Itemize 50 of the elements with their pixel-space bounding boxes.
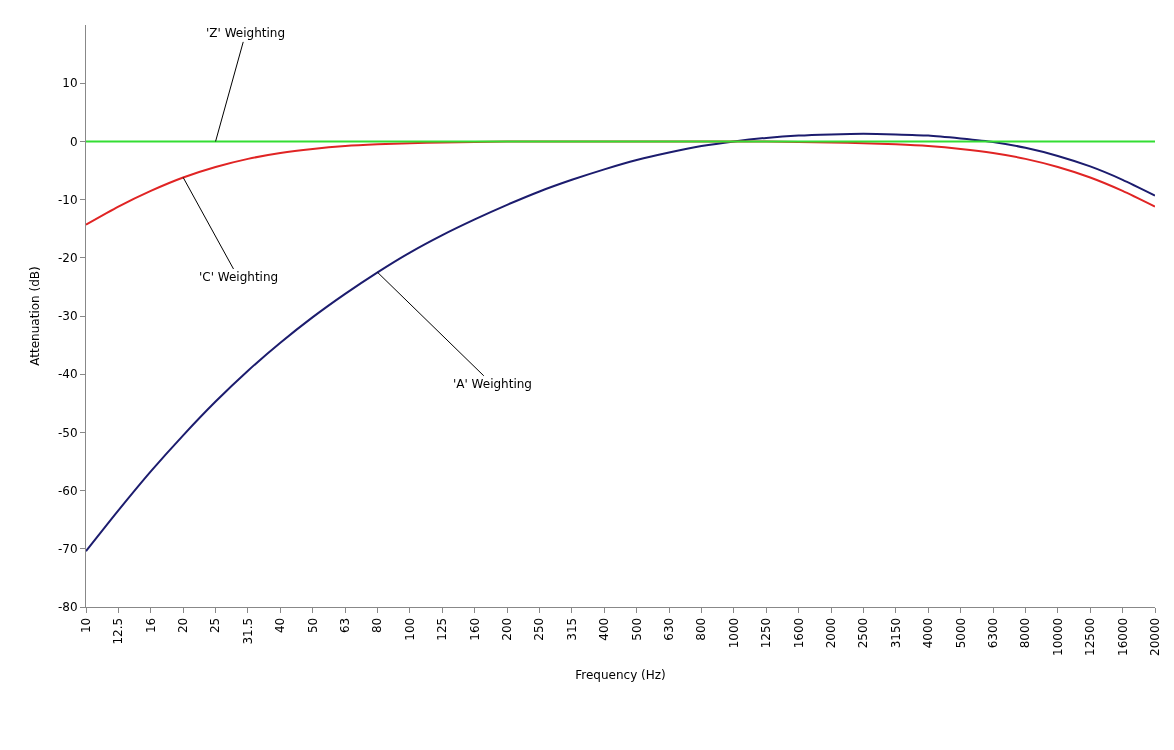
x-tick-label: 12500 <box>1083 617 1098 656</box>
y-tick-label: -50 <box>57 425 78 440</box>
y-tick-label: 0 <box>69 134 78 149</box>
x-tick-label: 4000 <box>921 617 936 649</box>
y-axis-title: Attenuation (dB) <box>28 266 43 366</box>
line-series <box>86 132 1155 553</box>
annotation: 'A' Weighting <box>453 377 532 391</box>
x-tick-label: 1250 <box>759 617 774 649</box>
x-tick-label: 6300 <box>985 617 1000 649</box>
x-tick-label: 250 <box>532 617 547 641</box>
x-tick-label: 500 <box>629 617 644 641</box>
x-tick-label: 2500 <box>856 617 871 649</box>
x-tick-label: 2000 <box>823 617 838 649</box>
x-tick-label: 315 <box>564 617 579 641</box>
x-tick-label: 1000 <box>726 617 741 649</box>
x-tick-label: 10000 <box>1050 617 1065 656</box>
x-tick-label: 50 <box>305 617 320 634</box>
x-tick-label: 20000 <box>1147 617 1162 656</box>
y-tick-label: -70 <box>57 542 78 556</box>
x-tick-label: 630 <box>661 617 676 641</box>
x-tick-label: 1600 <box>791 617 806 649</box>
x-tick-label: 8000 <box>1018 617 1033 649</box>
x-tick-label: 80 <box>370 617 385 634</box>
x-tick-label: 31.5 <box>240 617 255 645</box>
y-tick-label: -40 <box>57 367 78 382</box>
x-tick-label: 40 <box>273 617 288 634</box>
x-tick-label: 16000 <box>1115 617 1130 656</box>
x-tick-label: 16 <box>143 617 158 634</box>
x-axis-title: Frequency (Hz) <box>575 667 666 682</box>
y-tick-label: -60 <box>57 483 78 498</box>
x-tick-label: 10 <box>78 617 93 634</box>
x-tick-label: 20 <box>176 617 191 634</box>
x-tick-label: 100 <box>402 617 417 641</box>
annotation: 'Z' Weighting <box>206 26 285 40</box>
x-tick-label: 3150 <box>888 617 903 649</box>
x-tick-label: 12.5 <box>111 617 126 645</box>
y-tick-label: 10 <box>62 76 78 91</box>
y-tick-label: -20 <box>57 251 78 265</box>
y-tick-label: -30 <box>57 309 78 324</box>
x-tick-label: 125 <box>435 617 450 641</box>
x-tick-label: 800 <box>694 617 709 641</box>
y-tick-label: -10 <box>57 192 78 207</box>
y-tick-label: -80 <box>57 600 78 615</box>
x-tick-label: 25 <box>208 617 223 634</box>
x-tick-label: 63 <box>338 617 353 634</box>
x-tick-label: 200 <box>500 617 515 641</box>
annotation: 'C' Weighting <box>199 270 279 284</box>
x-tick-label: 160 <box>467 617 482 641</box>
x-tick-label: 5000 <box>953 617 968 649</box>
x-tick-label: 400 <box>597 617 612 641</box>
